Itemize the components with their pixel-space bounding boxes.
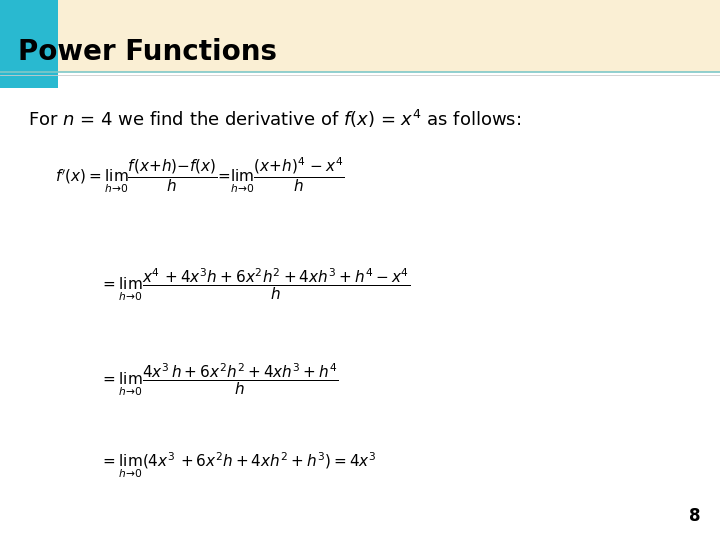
Text: $f'(x) = \lim_{h\to 0} \dfrac{f(x + h) - f(x)}{h} = \lim_{h\to 0} \dfrac{(x + h): $f'(x) = \lim_{h\to 0} \dfrac{f(x + h) -… <box>55 155 345 195</box>
Text: $= \lim_{h\to 0} (4x^3 + 6x^2h + 4xh^2 + h^3) = 4x^3$: $= \lim_{h\to 0} (4x^3 + 6x^2h + 4xh^2 +… <box>100 450 377 480</box>
Text: 8: 8 <box>688 507 700 525</box>
Bar <box>0 0 58 88</box>
Text: $= \lim_{h\to 0} \dfrac{x^4 + 4x^3h + 6x^2h^2 + 4xh^3 + h^4 - x^4}{h}$: $= \lim_{h\to 0} \dfrac{x^4 + 4x^3h + 6x… <box>100 267 410 303</box>
Text: For $n$ = 4 we find the derivative of $f$($x$) = $x^4$ as follows:: For $n$ = 4 we find the derivative of $f… <box>28 108 521 130</box>
Text: Power Functions: Power Functions <box>18 38 277 66</box>
Bar <box>0 0 720 72</box>
Text: $= \lim_{h\to 0} \dfrac{4x^3h + 6x^2h^2 + 4xh^3 + h^4}{h}$: $= \lim_{h\to 0} \dfrac{4x^3h + 6x^2h^2 … <box>100 362 338 399</box>
